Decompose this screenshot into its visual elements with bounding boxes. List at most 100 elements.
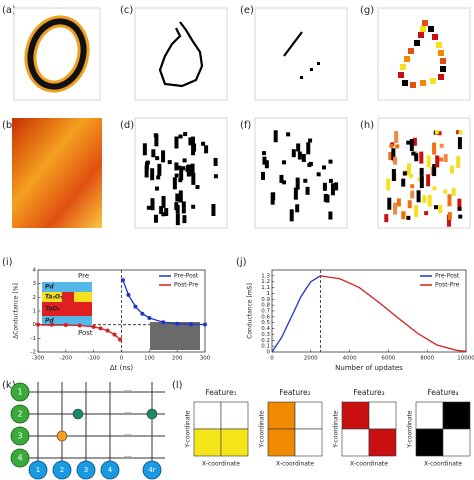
image-pixel: [144, 161, 149, 170]
image-pixel: [458, 214, 463, 219]
image-pixel: [157, 163, 162, 176]
pre-neuron-label: 2: [17, 410, 22, 419]
y-tick-label: 0.8: [261, 303, 270, 309]
image-pixel: [174, 136, 179, 149]
inset-layer: [42, 282, 92, 292]
post-neuron-label: 4r: [148, 466, 155, 474]
image-pixel: [271, 192, 276, 201]
data-point: [112, 332, 117, 337]
image-pixel: [286, 132, 291, 137]
image-pixel: [439, 143, 444, 148]
y-tick-label: 0: [33, 322, 37, 328]
image-pixel: [321, 165, 326, 170]
image-pixel: [161, 212, 166, 217]
features: Feature₁ Y-coordinate X-coordinate Feature₂…: [185, 388, 471, 468]
image-frame: [254, 7, 348, 101]
post-neuron: [76, 460, 96, 480]
image-pixel: [406, 140, 411, 145]
image-pixels: [261, 130, 339, 222]
image-pixels: [142, 132, 218, 226]
image-pixel: [391, 148, 396, 161]
image-pixel: [395, 144, 400, 149]
image-pixel: [151, 149, 156, 158]
image-pixel: [330, 183, 335, 196]
image-pixel: [434, 130, 439, 135]
image-pixel: [410, 82, 416, 88]
data-point: [91, 324, 96, 329]
image-pixel: [414, 153, 419, 162]
x-axis-label: Δt (ns): [110, 364, 134, 372]
image-pixel: [316, 172, 321, 177]
x-tick-label: -200: [60, 356, 73, 362]
post-neuron: [142, 460, 162, 480]
image-pixel: [417, 177, 422, 182]
image-pixel: [432, 34, 438, 40]
series-line: [320, 275, 467, 353]
data-point: [98, 326, 103, 331]
ellipsis: ...: [125, 407, 132, 415]
panel-label: (j): [236, 257, 247, 268]
inset-photo: [150, 322, 200, 350]
image-pixel: [435, 155, 440, 168]
image-pixel: [406, 215, 411, 220]
image-pixel: [154, 134, 159, 147]
image-pixel: [439, 157, 444, 162]
synapse: [146, 408, 158, 420]
pre-neuron: [10, 448, 30, 468]
image-pixel: [391, 168, 396, 181]
legend-label: Post-Pre: [174, 282, 199, 289]
image-pixel: [420, 80, 426, 86]
image-pixel: [159, 206, 164, 215]
image-pixel: [213, 174, 218, 179]
x-axis-label: X-coordinate: [276, 461, 314, 468]
image-pixel: [204, 145, 209, 154]
legend-label: Pre-Post: [174, 273, 199, 280]
y-axis-label: Y-coordinate: [185, 410, 192, 448]
feature-cell: [294, 401, 323, 430]
y-tick-label: 0.7: [261, 309, 270, 315]
inset-label: Post: [78, 329, 93, 337]
feature-cell: [415, 428, 444, 457]
image-pixel: [408, 173, 413, 178]
image-pixel: [433, 205, 438, 210]
image-pixel: [289, 209, 294, 222]
inset-label: Pd: [45, 318, 54, 325]
feature-cell: [220, 401, 249, 430]
image-pixel: [297, 151, 302, 160]
image-pixel: [401, 211, 406, 220]
image-pixel: [419, 176, 424, 189]
y-axis-label: Y-coordinate: [407, 410, 414, 448]
image-pixel: [305, 186, 310, 195]
image-pixel: [428, 26, 434, 32]
y-tick-label: 4: [33, 268, 37, 274]
image-pixel: [156, 175, 161, 180]
image-pixel: [438, 204, 443, 213]
feature-cell: [220, 428, 249, 457]
data-point: [140, 311, 145, 316]
image-pixel: [174, 162, 179, 171]
image-pixel: [419, 167, 424, 176]
data-point: [77, 323, 82, 328]
image-pixel: [426, 155, 431, 168]
image-pixel: [422, 195, 427, 204]
y-tick-label: 0.1: [261, 344, 270, 350]
image-pixel: [190, 163, 195, 176]
image-pixels: [398, 20, 446, 88]
feature-cell: [267, 428, 296, 457]
image-pixel: [264, 160, 269, 169]
image-trace: [283, 31, 303, 57]
image-pixel: [183, 132, 188, 137]
image-pixel: [179, 168, 184, 181]
image-pixel: [175, 205, 180, 214]
image-pixel: [416, 190, 421, 203]
image-pixel: [457, 198, 462, 211]
y-tick-label: -1: [31, 336, 36, 342]
data-point: [175, 321, 180, 326]
feature-cell: [368, 401, 397, 430]
image-pixel: [436, 42, 442, 48]
feature-cell: [341, 428, 370, 457]
image-pixel: [282, 180, 287, 185]
feature-title: Feature₁: [205, 388, 236, 397]
feature-title: Feature₂: [279, 388, 310, 397]
image-pixel: [328, 159, 333, 164]
